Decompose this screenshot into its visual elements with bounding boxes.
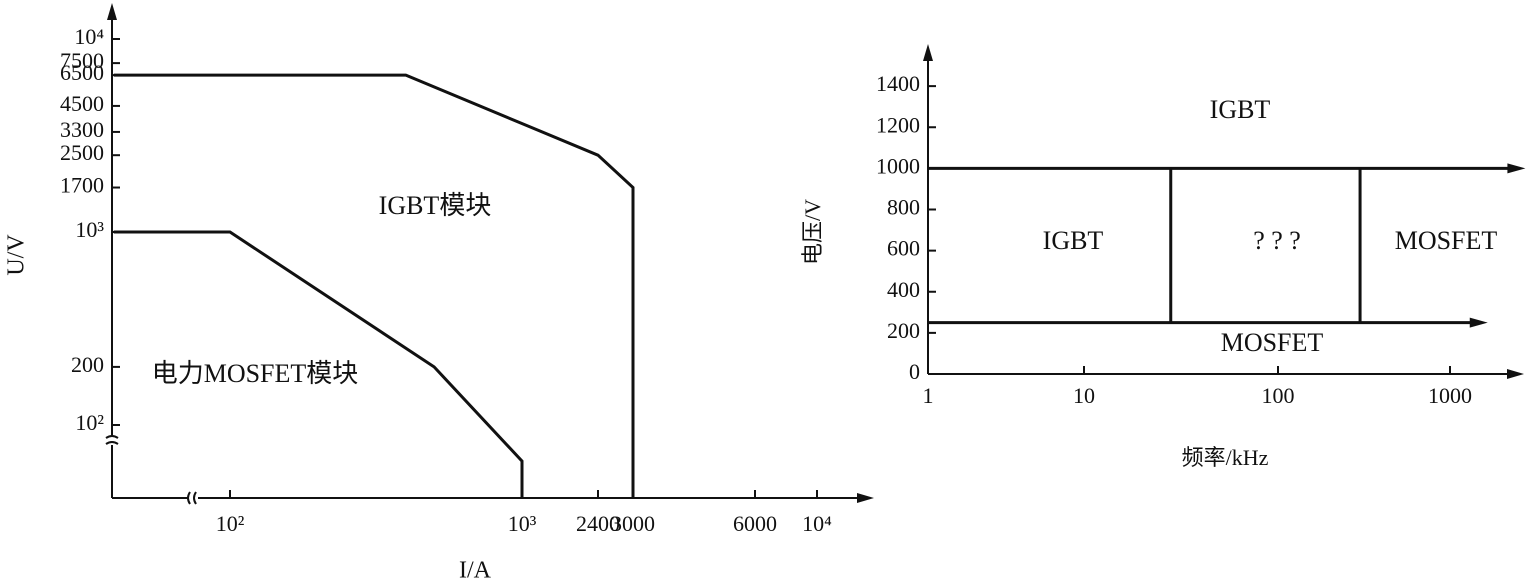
y-tick-label: 1700 [60, 173, 104, 198]
axis-break [105, 436, 119, 445]
y-tick-label: 0 [909, 359, 920, 384]
boundary-line [113, 73, 635, 498]
x-tick-label: 100 [1262, 383, 1295, 408]
y-tick-label: 200 [887, 318, 920, 343]
axis-break [187, 491, 197, 505]
x-tick-label: 3000 [611, 511, 655, 536]
y-tick-label: 200 [71, 352, 104, 377]
x-tick-label: 2400 [576, 511, 620, 536]
y-tick-label: 400 [887, 277, 920, 302]
axis-break [105, 435, 119, 445]
y-tick-label: 10² [75, 410, 104, 435]
arrowhead [107, 3, 117, 20]
boundary-line [113, 230, 524, 498]
y-tick-label: 800 [887, 195, 920, 220]
y-tick-label: 10⁴ [74, 24, 104, 49]
arrowhead [1507, 163, 1526, 174]
x-tick-label: 1000 [1428, 383, 1472, 408]
x-tick-label: 1 [923, 383, 934, 408]
y-tick-label: 4500 [60, 91, 104, 116]
x-tick-label: 10⁴ [802, 511, 832, 536]
x-tick-label: 10³ [508, 511, 537, 536]
y-tick-label: 1400 [876, 71, 920, 96]
x-tick-label: 10 [1073, 383, 1095, 408]
region-label: 电力MOSFET模块 [152, 359, 359, 388]
region-label: MOSFET [1395, 226, 1498, 255]
y-tick-label: 1000 [876, 153, 920, 178]
arrowhead [1507, 369, 1524, 379]
y-tick-label: 600 [887, 236, 920, 261]
x-axis-label: 频率/kHz [1182, 445, 1269, 470]
y-tick-label: 7500 [60, 48, 104, 73]
region-label: IGBT [1210, 95, 1271, 124]
x-tick-label: 10² [216, 511, 245, 536]
y-tick-label: 10³ [75, 217, 104, 242]
y-tick-label: 6500 [60, 60, 104, 85]
x-axis-label: I/A [459, 558, 492, 584]
region-label: ? ? ? [1253, 226, 1301, 255]
region-label: IGBT [1043, 226, 1104, 255]
x-tick-label: 6000 [733, 511, 777, 536]
left-axes [105, 3, 874, 505]
y-tick-label: 1200 [876, 112, 920, 137]
arrowhead [857, 493, 874, 503]
y-tick-label: 3300 [60, 117, 104, 142]
right-axes [923, 44, 1524, 379]
y-axis-label: U/V [4, 234, 30, 276]
y-axis-label: 电压/V [800, 199, 825, 265]
region-label: IGBT模块 [379, 191, 492, 220]
arrowhead [923, 44, 933, 61]
region-label: MOSFET [1221, 328, 1324, 357]
y-tick-label: 2500 [60, 140, 104, 165]
arrowhead [1469, 317, 1488, 328]
